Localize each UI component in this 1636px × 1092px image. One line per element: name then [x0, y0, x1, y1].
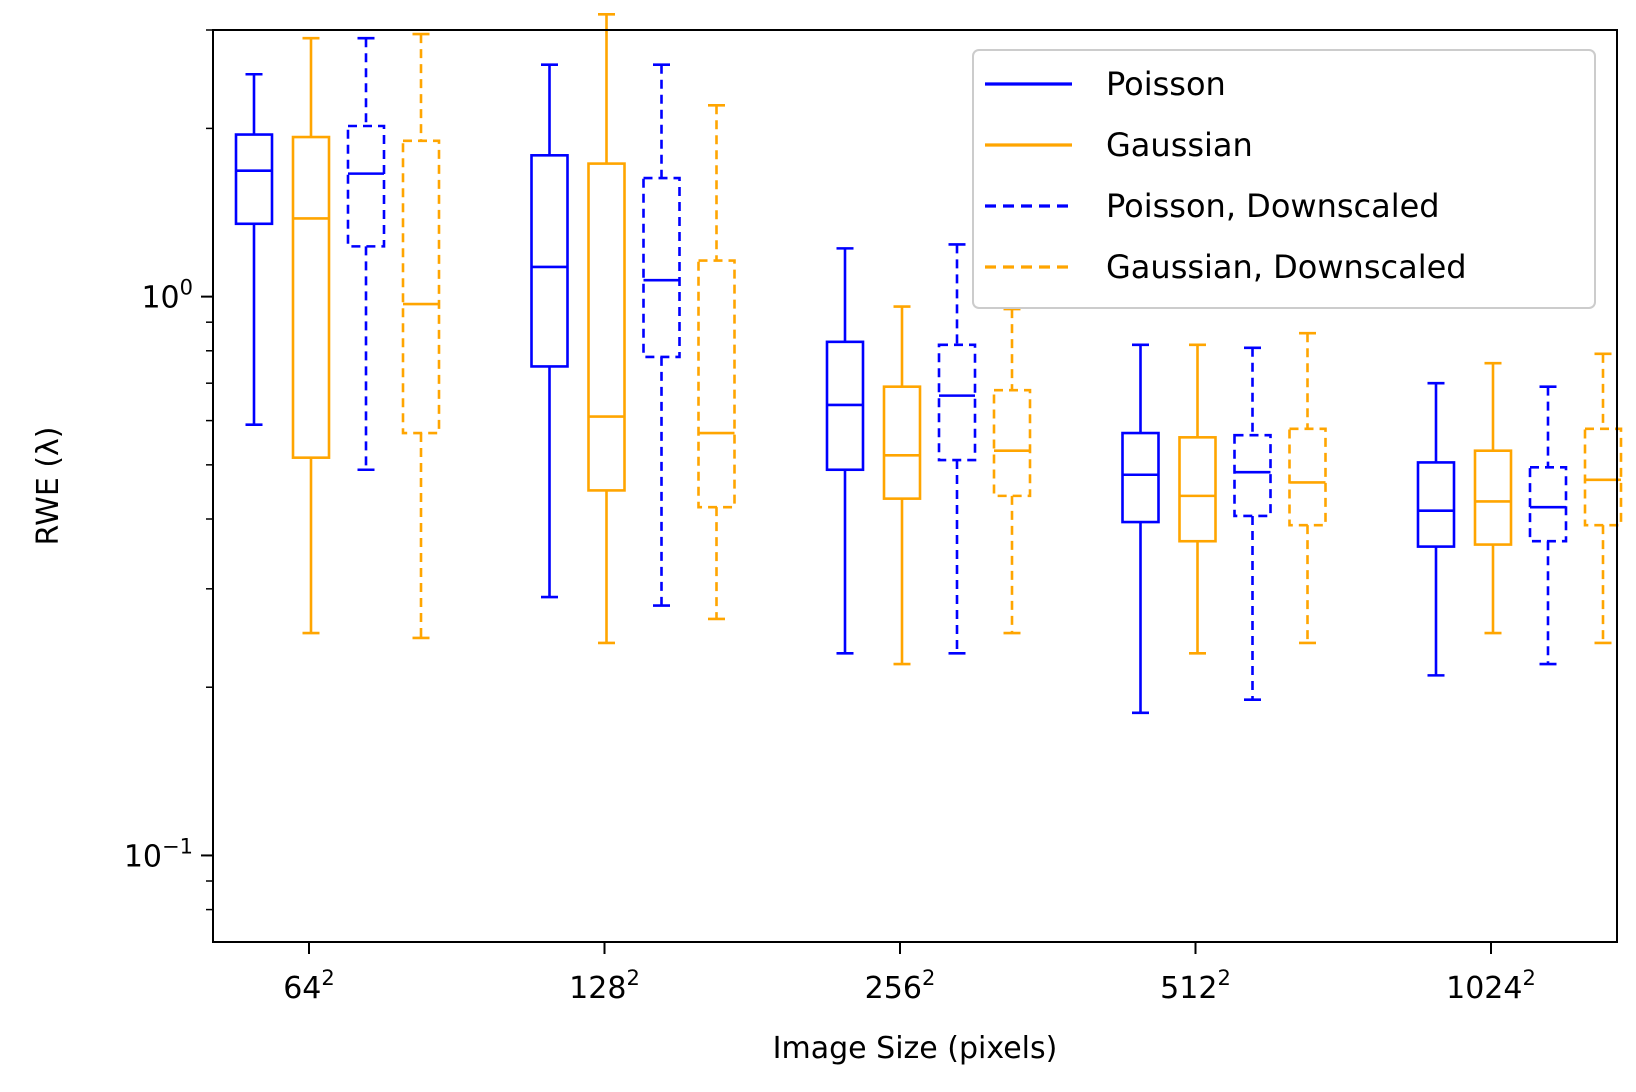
box-iqr: [1121, 431, 1160, 524]
box-plot: [697, 103, 736, 621]
box-plot: [401, 32, 441, 640]
legend-label: Gaussian: [1106, 126, 1253, 164]
box-plot: [1473, 361, 1513, 635]
box-iqr: [346, 124, 386, 248]
box-iqr: [1178, 436, 1217, 543]
box-iqr: [1288, 427, 1327, 527]
box-iqr: [1233, 433, 1272, 518]
box-plot: [992, 307, 1032, 635]
box-iqr: [291, 135, 331, 459]
box-plot: [587, 13, 626, 645]
box-plot: [1178, 343, 1217, 655]
x-tick-label: 642: [283, 966, 335, 1006]
box-iqr: [882, 385, 922, 500]
box-plot: [825, 247, 865, 655]
legend-label: Poisson: [1106, 65, 1226, 103]
x-tick-label: 2562: [865, 966, 936, 1006]
box-plot: [1233, 346, 1272, 701]
legend: Poisson Gaussian Poisson, Downscaled Gaussi…: [972, 49, 1596, 309]
series-poisson-downscaled: [346, 36, 1568, 701]
x-tick-label: 1282: [569, 966, 640, 1006]
series-gaussian: [291, 13, 1513, 666]
box-plot: [530, 63, 569, 599]
box-plot: [937, 243, 977, 655]
legend-label: Gaussian, Downscaled: [1106, 248, 1467, 286]
box-plot: [1583, 352, 1623, 645]
box-iqr: [587, 162, 626, 492]
box-plot: [642, 63, 681, 607]
legend-frame: [972, 49, 1596, 309]
box-plot: [346, 36, 386, 472]
box-plot: [1121, 343, 1160, 715]
y-axis-label: RWE (λ): [31, 427, 66, 546]
box-plot: [1416, 381, 1456, 677]
box-iqr: [530, 154, 569, 368]
y-tick-label: 10−1: [124, 834, 193, 874]
box-iqr: [1583, 427, 1623, 527]
x-tick-label: 10242: [1446, 966, 1536, 1006]
box-iqr: [1473, 449, 1513, 546]
box-iqr: [234, 133, 274, 226]
series-poisson: [234, 63, 1456, 715]
box-iqr: [992, 388, 1032, 498]
x-tick-label: 5122: [1160, 966, 1231, 1006]
box-iqr: [1528, 465, 1568, 543]
x-axis-ticks: 642 1282 2562 5122 10242: [283, 942, 1536, 1006]
box-iqr: [937, 343, 977, 462]
box-plot: [1288, 331, 1327, 645]
box-plot: [234, 72, 274, 426]
legend-label: Poisson, Downscaled: [1106, 187, 1440, 225]
box-series-group: [234, 13, 1623, 715]
box-iqr: [642, 176, 681, 359]
plot-frame: [212, 29, 1618, 943]
box-iqr: [697, 259, 736, 509]
box-iqr: [1416, 461, 1456, 548]
box-iqr: [401, 139, 441, 435]
series-gaussian-downscaled: [401, 32, 1623, 645]
box-plot: [882, 305, 922, 666]
box-plot: [1528, 385, 1568, 666]
y-tick-label: 100: [141, 276, 193, 316]
box-plot: [291, 36, 331, 635]
x-axis-label: Image Size (pixels): [773, 1031, 1058, 1066]
y-axis-ticks: 100 10−1: [124, 29, 213, 911]
